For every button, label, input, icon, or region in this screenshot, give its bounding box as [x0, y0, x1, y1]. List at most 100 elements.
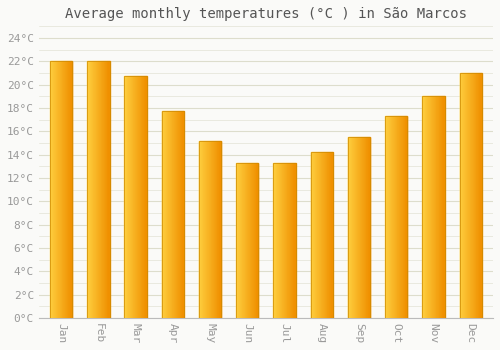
Bar	[175, 111, 176, 318]
Bar	[50, 61, 72, 318]
Bar	[62, 61, 63, 318]
Bar	[179, 111, 180, 318]
Bar	[470, 73, 472, 318]
Bar	[397, 116, 398, 318]
Bar	[357, 137, 358, 318]
Bar	[481, 73, 482, 318]
Bar	[363, 137, 364, 318]
Bar	[351, 137, 352, 318]
Bar	[144, 76, 145, 318]
Bar	[242, 163, 243, 318]
Bar	[51, 61, 52, 318]
Bar	[52, 61, 53, 318]
Bar	[139, 76, 140, 318]
Bar	[462, 73, 463, 318]
Bar	[360, 137, 361, 318]
Bar	[249, 163, 250, 318]
Bar	[437, 96, 438, 318]
Bar	[109, 61, 110, 318]
Bar	[427, 96, 428, 318]
Bar	[352, 137, 353, 318]
Bar	[95, 61, 96, 318]
Bar	[250, 163, 251, 318]
Bar	[165, 111, 166, 318]
Bar	[89, 61, 90, 318]
Bar	[386, 116, 387, 318]
Bar	[236, 163, 238, 318]
Bar	[431, 96, 432, 318]
Bar	[244, 163, 245, 318]
Bar	[236, 163, 258, 318]
Bar	[129, 76, 130, 318]
Bar	[164, 111, 165, 318]
Bar	[50, 61, 51, 318]
Bar	[327, 152, 328, 318]
Bar	[332, 152, 333, 318]
Bar	[248, 163, 249, 318]
Bar	[467, 73, 468, 318]
Bar	[355, 137, 356, 318]
Bar	[58, 61, 59, 318]
Bar	[290, 163, 291, 318]
Bar	[200, 141, 201, 318]
Bar	[285, 163, 286, 318]
Bar	[213, 141, 214, 318]
Bar	[317, 152, 318, 318]
Bar	[389, 116, 390, 318]
Bar	[252, 163, 253, 318]
Bar	[280, 163, 281, 318]
Bar	[465, 73, 466, 318]
Bar	[166, 111, 168, 318]
Bar	[93, 61, 94, 318]
Bar	[131, 76, 132, 318]
Bar	[170, 111, 171, 318]
Bar	[257, 163, 258, 318]
Bar	[94, 61, 95, 318]
Bar	[274, 163, 295, 318]
Bar	[130, 76, 131, 318]
Bar	[172, 111, 173, 318]
Bar	[218, 141, 219, 318]
Bar	[407, 116, 408, 318]
Bar	[146, 76, 147, 318]
Bar	[406, 116, 407, 318]
Bar	[295, 163, 296, 318]
Bar	[202, 141, 203, 318]
Bar	[281, 163, 282, 318]
Bar	[70, 61, 71, 318]
Bar	[204, 141, 205, 318]
Bar	[474, 73, 475, 318]
Bar	[104, 61, 105, 318]
Bar	[219, 141, 220, 318]
Bar	[255, 163, 256, 318]
Bar	[251, 163, 252, 318]
Bar	[176, 111, 177, 318]
Bar	[214, 141, 215, 318]
Bar	[402, 116, 403, 318]
Bar	[353, 137, 354, 318]
Bar	[132, 76, 133, 318]
Bar	[404, 116, 405, 318]
Bar	[466, 73, 467, 318]
Bar	[99, 61, 100, 318]
Bar	[163, 111, 164, 318]
Bar	[292, 163, 293, 318]
Bar	[361, 137, 362, 318]
Bar	[399, 116, 400, 318]
Bar	[314, 152, 315, 318]
Bar	[289, 163, 290, 318]
Bar	[253, 163, 254, 318]
Bar	[439, 96, 440, 318]
Bar	[354, 137, 355, 318]
Bar	[475, 73, 476, 318]
Bar	[105, 61, 106, 318]
Bar	[243, 163, 244, 318]
Bar	[438, 96, 439, 318]
Bar	[477, 73, 478, 318]
Bar	[283, 163, 284, 318]
Bar	[183, 111, 184, 318]
Bar	[385, 116, 407, 318]
Bar	[393, 116, 394, 318]
Bar	[92, 61, 93, 318]
Bar	[140, 76, 141, 318]
